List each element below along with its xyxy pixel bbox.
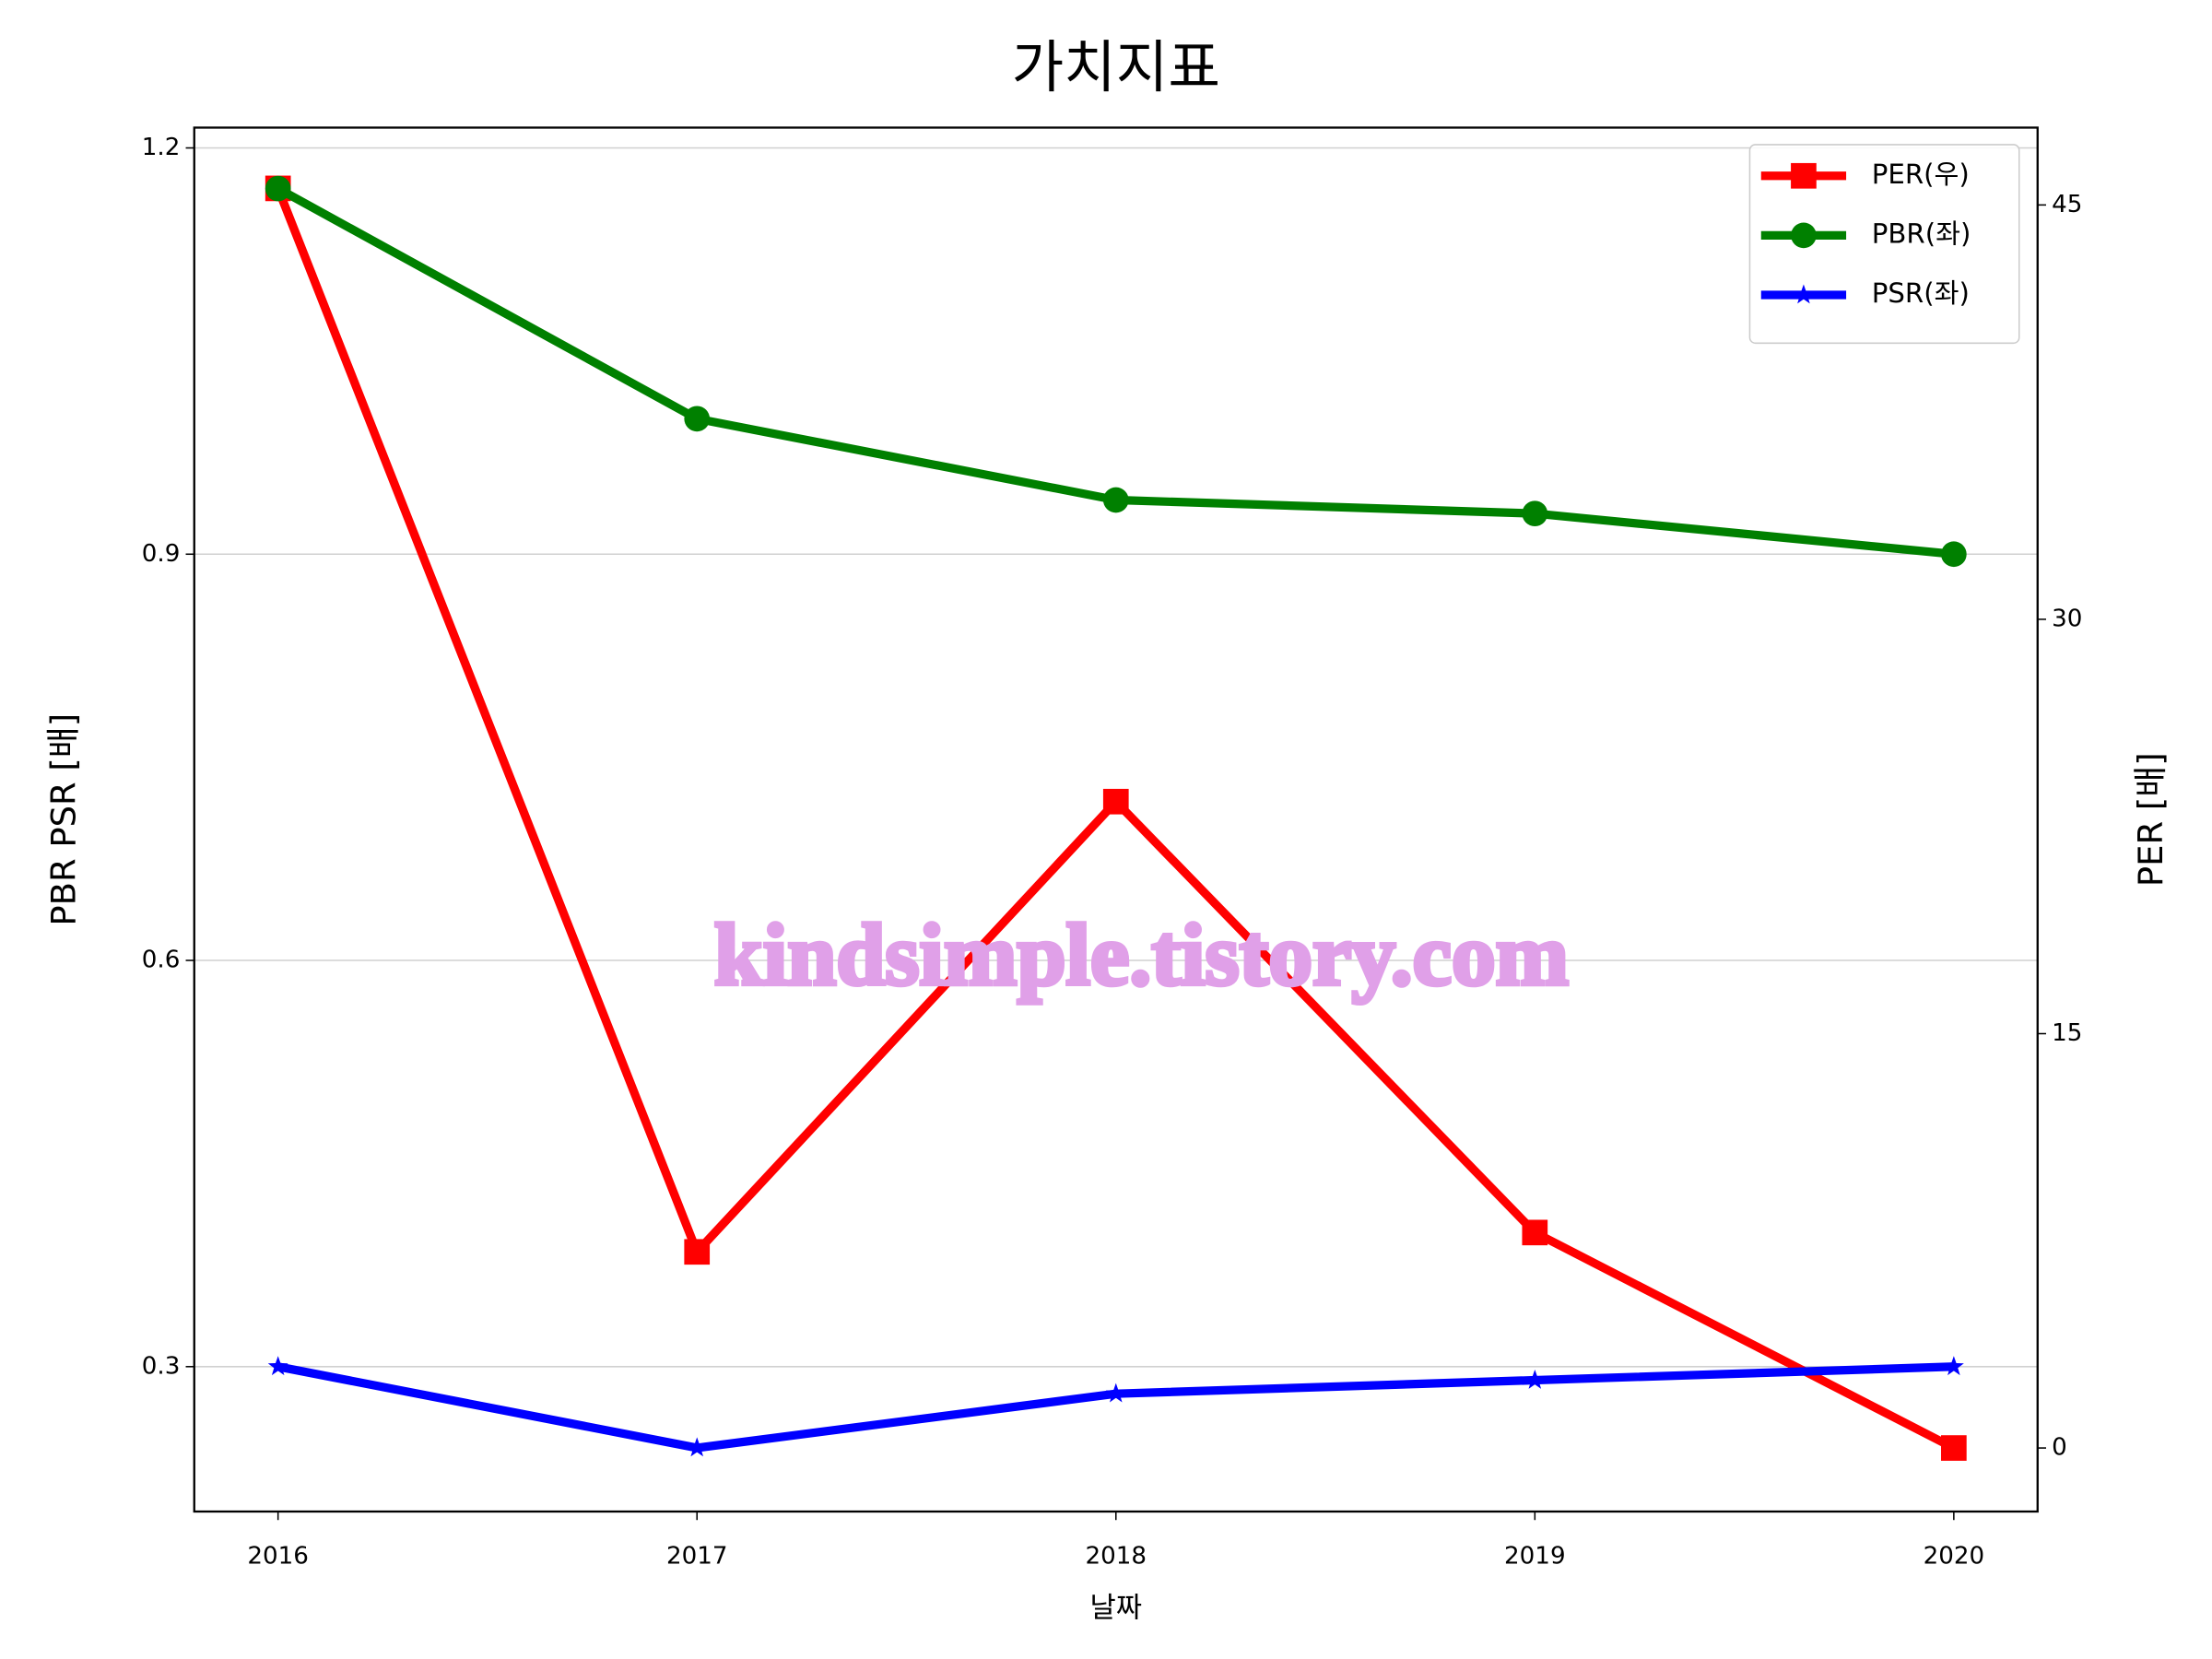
marker xyxy=(1943,1356,1964,1376)
legend-marker xyxy=(1793,284,1814,304)
line xyxy=(276,1362,1955,1453)
plot-frame xyxy=(193,126,2039,1513)
y-tick-label: 0.9 xyxy=(142,540,181,568)
marker xyxy=(1941,1435,1967,1461)
legend-marker xyxy=(1791,162,1817,189)
legend-label: PBR(좌) xyxy=(1872,218,1971,249)
y2-tick-label: 30 xyxy=(2052,605,2082,632)
marker xyxy=(687,1437,708,1457)
marker xyxy=(1522,1219,1548,1246)
y2-tick-label: 45 xyxy=(2052,191,2082,218)
marker xyxy=(1524,1369,1546,1389)
y-axis-label: PBR PSR [배] xyxy=(43,713,83,926)
line xyxy=(274,186,1956,1453)
y2-axis-label: PER [배] xyxy=(2131,752,2171,887)
marker xyxy=(1941,541,1967,568)
marker xyxy=(1102,788,1129,815)
marker xyxy=(1102,487,1129,513)
marker xyxy=(267,1356,288,1376)
x-axis-label: 날짜 xyxy=(1089,1592,1142,1625)
y2-tick-label: 15 xyxy=(2052,1019,2082,1047)
x-tick-label: 2017 xyxy=(666,1543,728,1571)
y-tick-label: 0.6 xyxy=(142,947,181,974)
y2-tick-label: 0 xyxy=(2052,1434,2067,1462)
x-tick-label: 2016 xyxy=(247,1543,309,1571)
legend-label: PER(우) xyxy=(1872,159,1970,190)
x-tick-label: 2019 xyxy=(1504,1543,1566,1571)
chart-title: 가치지표 xyxy=(1012,34,1220,100)
legend-marker xyxy=(1791,222,1817,249)
y-tick-label: 1.2 xyxy=(142,134,181,161)
legend-label: PSR(좌) xyxy=(1872,277,1970,309)
marker xyxy=(684,406,711,432)
x-tick-label: 2020 xyxy=(1924,1543,1985,1571)
y-tick-label: 0.3 xyxy=(142,1352,181,1380)
watermark: kindsimple.tistory.com xyxy=(714,906,1569,1004)
marker xyxy=(1105,1382,1126,1403)
x-tick-label: 2018 xyxy=(1086,1543,1147,1571)
marker xyxy=(265,175,291,202)
marker xyxy=(684,1239,711,1265)
marker xyxy=(1522,500,1548,527)
